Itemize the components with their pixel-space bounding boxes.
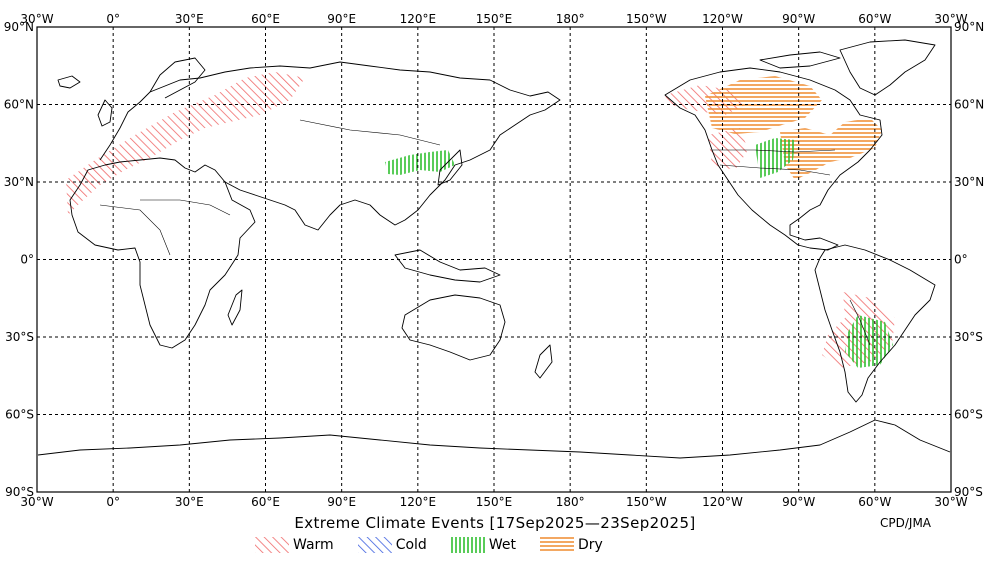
lon-tick-label-top: 180°: [556, 12, 585, 26]
wet-area-east-asia: [385, 150, 455, 175]
legend-label-warm: Warm: [293, 537, 334, 553]
wet-area-south-america: [845, 315, 893, 368]
legend-item-cold: Cold: [357, 537, 427, 553]
lon-labels-top: 30°W 0° 30°E 60°E 90°E 120°E 150°E 180° 150°W 120…: [20, 12, 967, 26]
coast-greenland: [839, 39, 936, 96]
lon-tick-label-top: 90°W: [782, 12, 815, 26]
lon-tick-label-bottom: 120°W: [702, 495, 743, 509]
lon-tick-label-top: 90°E: [327, 12, 356, 26]
lat-tick-label-left: 90°S: [5, 485, 34, 499]
lon-tick-label-bottom: 180°: [556, 495, 585, 509]
lon-tick-label-bottom: 150°W: [626, 495, 667, 509]
lon-tick-label-bottom: 30°W: [934, 495, 967, 509]
lon-tick-label-bottom: 120°E: [400, 495, 437, 509]
coast-scandinavia: [149, 57, 206, 99]
lon-tick-label-bottom: 90°E: [327, 495, 356, 509]
cold-swatch-icon: [357, 537, 392, 553]
lat-tick-label-left: 0°: [20, 253, 34, 267]
warm-area-eurasia: [66, 72, 305, 215]
lat-labels-right: 90°N 60°N 30°N 0° 30°S 60°S 90°S: [954, 20, 984, 499]
map-title: Extreme Climate Events [17Sep2025—23Sep2…: [294, 514, 696, 532]
lat-tick-label-right: 30°S: [954, 330, 983, 344]
lon-tick-label-top: 30°W: [20, 12, 53, 26]
event-areas: [66, 72, 895, 368]
lat-tick-label-left: 30°S: [5, 330, 34, 344]
coast-north-america: [664, 67, 883, 251]
lon-tick-label-top: 120°W: [702, 12, 743, 26]
legend-label-wet: Wet: [488, 537, 516, 553]
lon-tick-label-top: 150°E: [476, 12, 513, 26]
coast-south-america: [814, 244, 936, 403]
gridlines: [37, 27, 951, 492]
legend-item-warm: Warm: [255, 537, 334, 553]
lon-tick-label-bottom: 0°: [106, 495, 120, 509]
warm-swatch-icon: [255, 537, 289, 553]
dry-area-east-na: [780, 118, 882, 180]
coast-uk: [97, 99, 113, 127]
legend-item-dry: Dry: [539, 537, 603, 553]
lat-tick-label-left: 60°S: [5, 408, 34, 422]
wet-area-central-us: [755, 138, 795, 178]
lon-tick-label-top: 30°W: [934, 12, 967, 26]
coast-madagascar: [227, 289, 243, 326]
legend-item-wet: Wet: [450, 537, 516, 553]
map-frame: [36, 26, 952, 493]
lon-labels-bottom: 30°W 0° 30°E 60°E 90°E 120°E 150°E 180° 150°W 120…: [20, 495, 967, 509]
credit-label: CPD/JMA: [880, 516, 931, 530]
lat-tick-label-left: 60°N: [4, 98, 34, 112]
lat-tick-label-right: 60°S: [954, 408, 983, 422]
warm-area-west-us: [708, 128, 748, 170]
lat-tick-label-right: 90°N: [954, 20, 984, 34]
lon-tick-label-bottom: 60°E: [251, 495, 280, 509]
lon-tick-label-top: 60°E: [251, 12, 280, 26]
coast-australia: [401, 294, 506, 361]
lat-tick-label-left: 90°N: [4, 20, 34, 34]
lat-labels-left: 90°N 60°N 30°N 0° 30°S 60°S 90°S: [4, 20, 34, 499]
lat-tick-label-right: 30°N: [954, 175, 984, 189]
legend-label-dry: Dry: [577, 537, 603, 553]
coast-antarctica: [37, 419, 951, 459]
lon-tick-label-bottom: 150°E: [476, 495, 513, 509]
lon-tick-label-top: 30°E: [175, 12, 204, 26]
coast-iceland: [57, 75, 81, 89]
coast-nz: [534, 344, 553, 379]
coast-arctic-islands: [759, 51, 841, 69]
lat-tick-label-left: 30°N: [4, 175, 34, 189]
coast-europe: [99, 61, 561, 231]
lat-tick-label-right: 0°: [954, 253, 968, 267]
lon-tick-label-top: 120°E: [400, 12, 437, 26]
coastlines: [37, 39, 951, 459]
lon-tick-label-bottom: 30°W: [20, 495, 53, 509]
lon-tick-label-bottom: 60°W: [858, 495, 891, 509]
lon-tick-label-bottom: 30°E: [175, 495, 204, 509]
lon-tick-label-bottom: 90°W: [782, 495, 815, 509]
lat-tick-label-right: 90°S: [954, 485, 983, 499]
legend: Warm Cold Wet Dry: [255, 537, 627, 553]
wet-swatch-icon: [450, 537, 485, 553]
coast-sea-islands: [394, 249, 501, 283]
lon-tick-label-top: 60°W: [858, 12, 891, 26]
lat-tick-label-right: 60°N: [954, 98, 984, 112]
coast-eurasia-africa: [69, 157, 256, 349]
dry-swatch-icon: [539, 537, 574, 553]
lon-tick-label-top: 150°W: [626, 12, 667, 26]
coast-japan: [437, 149, 463, 186]
legend-label-cold: Cold: [395, 537, 427, 553]
lon-tick-label-top: 0°: [106, 12, 120, 26]
